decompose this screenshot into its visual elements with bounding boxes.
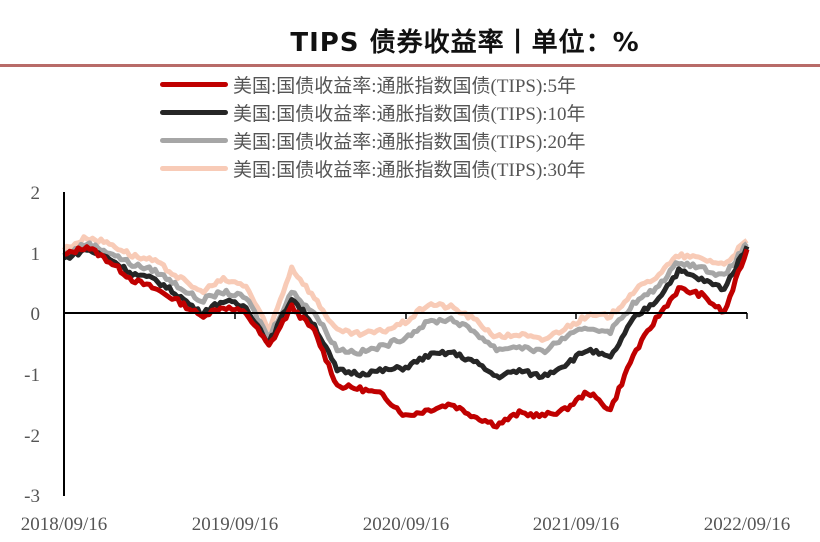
legend-item-20y: 美国:国债收益率:通胀指数国债(TIPS):20年 <box>160 126 586 154</box>
x-tick-label: 2019/09/16 <box>192 514 279 535</box>
legend-item-10y: 美国:国债收益率:通胀指数国债(TIPS):10年 <box>160 98 586 126</box>
y-tick-label: -1 <box>24 365 40 386</box>
legend-label-30y: 美国:国债收益率:通胀指数国债(TIPS):30年 <box>233 159 586 181</box>
y-tick-label: -2 <box>24 426 40 447</box>
chart-title: TIPS 债券收益率丨单位：% <box>290 28 640 58</box>
legend-label-10y: 美国:国债收益率:通胀指数国债(TIPS):10年 <box>233 103 586 125</box>
legend: 美国:国债收益率:通胀指数国债(TIPS):5年 美国:国债收益率:通胀指数国债… <box>160 70 586 182</box>
x-tick-label: 2020/09/16 <box>363 514 450 535</box>
series-line-5y <box>63 244 750 430</box>
legend-label-5y: 美国:国债收益率:通胀指数国债(TIPS):5年 <box>233 75 577 97</box>
series-line-20y <box>62 240 749 357</box>
x-tick-label: 2021/09/16 <box>533 514 620 535</box>
series-line-30y <box>61 234 749 343</box>
x-tick-label: 2022/09/16 <box>704 514 791 535</box>
y-tick-label: 2 <box>31 183 41 204</box>
legend-item-5y: 美国:国债收益率:通胀指数国债(TIPS):5年 <box>160 70 586 98</box>
legend-swatch-20y <box>160 137 228 143</box>
legend-label-20y: 美国:国债收益率:通胀指数国债(TIPS):20年 <box>233 131 586 153</box>
legend-swatch-30y <box>160 165 228 171</box>
legend-swatch-10y <box>160 109 228 115</box>
y-tick-label: 0 <box>31 304 41 325</box>
series-layer <box>61 234 750 430</box>
y-tick-label: -3 <box>24 486 40 507</box>
x-tick-label: 2018/09/16 <box>21 514 108 535</box>
title-divider <box>0 64 820 67</box>
y-tick-label: 1 <box>31 244 41 265</box>
legend-item-30y: 美国:国债收益率:通胀指数国债(TIPS):30年 <box>160 154 586 182</box>
legend-swatch-5y <box>160 81 228 87</box>
